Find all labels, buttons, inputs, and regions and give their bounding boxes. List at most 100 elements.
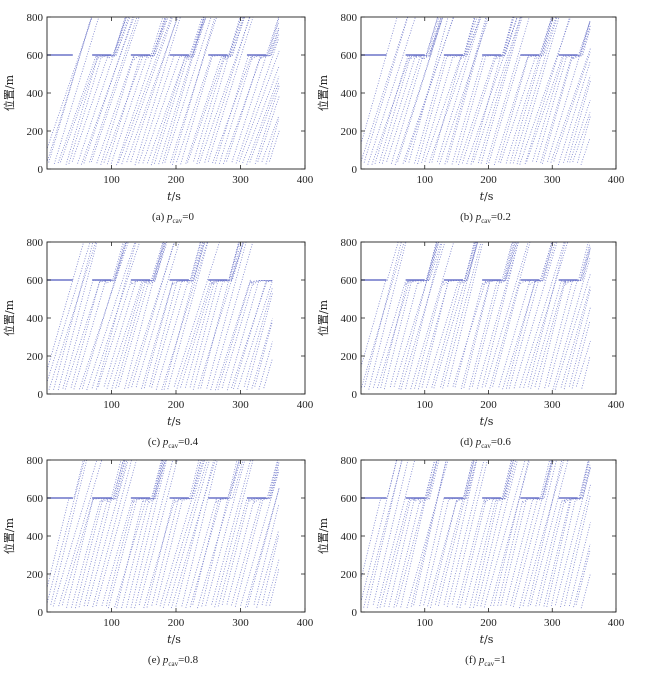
vehicle-trajectory [476,242,519,389]
vehicle-trajectory [134,460,174,609]
vehicle-trajectory [249,82,280,163]
vehicle-trajectory [53,242,94,390]
vehicle-trajectory [526,21,591,162]
y-tick-label: 0 [352,164,358,176]
vehicle-trajectory [481,242,519,388]
vehicle-trajectory [172,17,216,166]
y-tick-label: 200 [27,569,44,581]
vehicle-trajectory [180,17,242,165]
vehicle-trajectory [361,17,408,162]
vehicle-trajectory [65,17,126,165]
vehicle-trajectory [544,242,589,389]
vehicle-trajectory [519,242,565,388]
trajectory-group [47,17,280,166]
vehicle-trajectory [464,460,514,605]
vehicle-trajectory [149,242,202,387]
vehicle-trajectory [417,17,476,165]
vehicle-trajectory [444,17,487,165]
vehicle-trajectory [155,242,205,390]
vehicle-trajectory [569,522,591,607]
vehicle-trajectory [254,85,280,165]
vehicle-trajectory [48,17,92,163]
vehicle-trajectory [78,460,128,608]
vehicle-trajectory [560,484,591,608]
vehicle-trajectory [162,460,208,608]
vehicle-trajectory [161,242,208,391]
y-axis-label: 位置/m [316,517,330,554]
x-tick-label: 100 [103,617,120,629]
y-tick-label: 600 [341,493,358,505]
vehicle-trajectory [151,460,202,606]
plot-frame [46,16,306,170]
vehicle-trajectory [214,17,280,164]
panel-caption: (a) pcav=0 [152,211,194,225]
vehicle-trajectory [519,460,557,609]
vehicle-trajectory [269,569,280,606]
vehicle-trajectory [181,460,218,607]
vehicle-trajectory [105,460,162,607]
vehicle-trajectory [513,242,558,389]
vehicle-trajectory [400,242,446,390]
vehicle-trajectory [435,460,474,605]
y-tick-label: 0 [38,389,44,401]
trajectory-group [361,460,591,609]
vehicle-trajectory [87,460,129,607]
vehicle-trajectory [569,99,591,163]
y-tick-label: 600 [341,50,358,62]
panel-caption: (b) pcav=0.2 [460,211,511,225]
vehicle-trajectory [231,280,273,389]
vehicle-trajectory [376,460,416,609]
vehicle-trajectory [553,52,591,162]
vehicle-trajectory [231,460,279,606]
vehicle-trajectory [451,17,514,165]
vehicle-trajectory [126,460,164,608]
vehicle-trajectory [405,242,443,389]
panel-caption: (e) pcav=0.8 [148,654,199,668]
vehicle-trajectory [458,17,518,166]
vehicle-trajectory [505,17,552,164]
vehicle-trajectory [52,460,98,607]
vehicle-trajectory [540,24,591,163]
vehicle-trajectory [542,28,591,164]
vehicle-trajectory [554,274,591,390]
vehicle-trajectory [243,286,273,387]
vehicle-trajectory [81,17,135,165]
vehicle-trajectory [493,460,529,606]
vehicle-trajectory [546,460,590,607]
trajectory-group [361,242,591,390]
x-tick-label: 100 [103,174,120,186]
vehicle-trajectory [364,242,402,388]
y-tick-label: 800 [341,455,358,467]
vehicle-trajectory [130,17,178,163]
vehicle-trajectory [423,460,475,606]
vehicle-trajectory [443,460,478,605]
vehicle-trajectory [100,17,164,165]
vehicle-trajectory [167,242,209,390]
vehicle-trajectory [408,17,449,163]
x-tick-label: 400 [297,617,314,629]
vehicle-trajectory [560,285,591,388]
vehicle-trajectory [361,17,398,145]
vehicle-trajectory [555,468,591,606]
y-tick-label: 800 [27,12,44,24]
vehicle-trajectory [402,17,455,164]
vehicle-trajectory [135,242,180,388]
x-tick-label: 300 [544,399,561,411]
vehicle-trajectory [440,242,478,388]
vehicle-trajectory [366,460,403,608]
vehicle-trajectory [127,242,176,389]
y-axis-label: 位置/m [316,299,330,336]
vehicle-trajectory [471,242,516,387]
x-tick-label: 200 [480,617,497,629]
vehicle-trajectory [265,118,280,165]
vehicle-trajectory [246,76,280,165]
vehicle-trajectory [89,17,138,163]
vehicle-trajectory [246,292,274,390]
vehicle-trajectory [442,242,482,389]
chart-panel-b: 0 200 400 600 800 100 200 300 400 位置/m t/s (b) pcav… [316,12,625,225]
vehicle-trajectory [438,460,475,606]
vehicle-trajectory [134,17,181,166]
vehicle-trajectory [71,460,126,608]
vehicle-trajectory [124,242,164,389]
